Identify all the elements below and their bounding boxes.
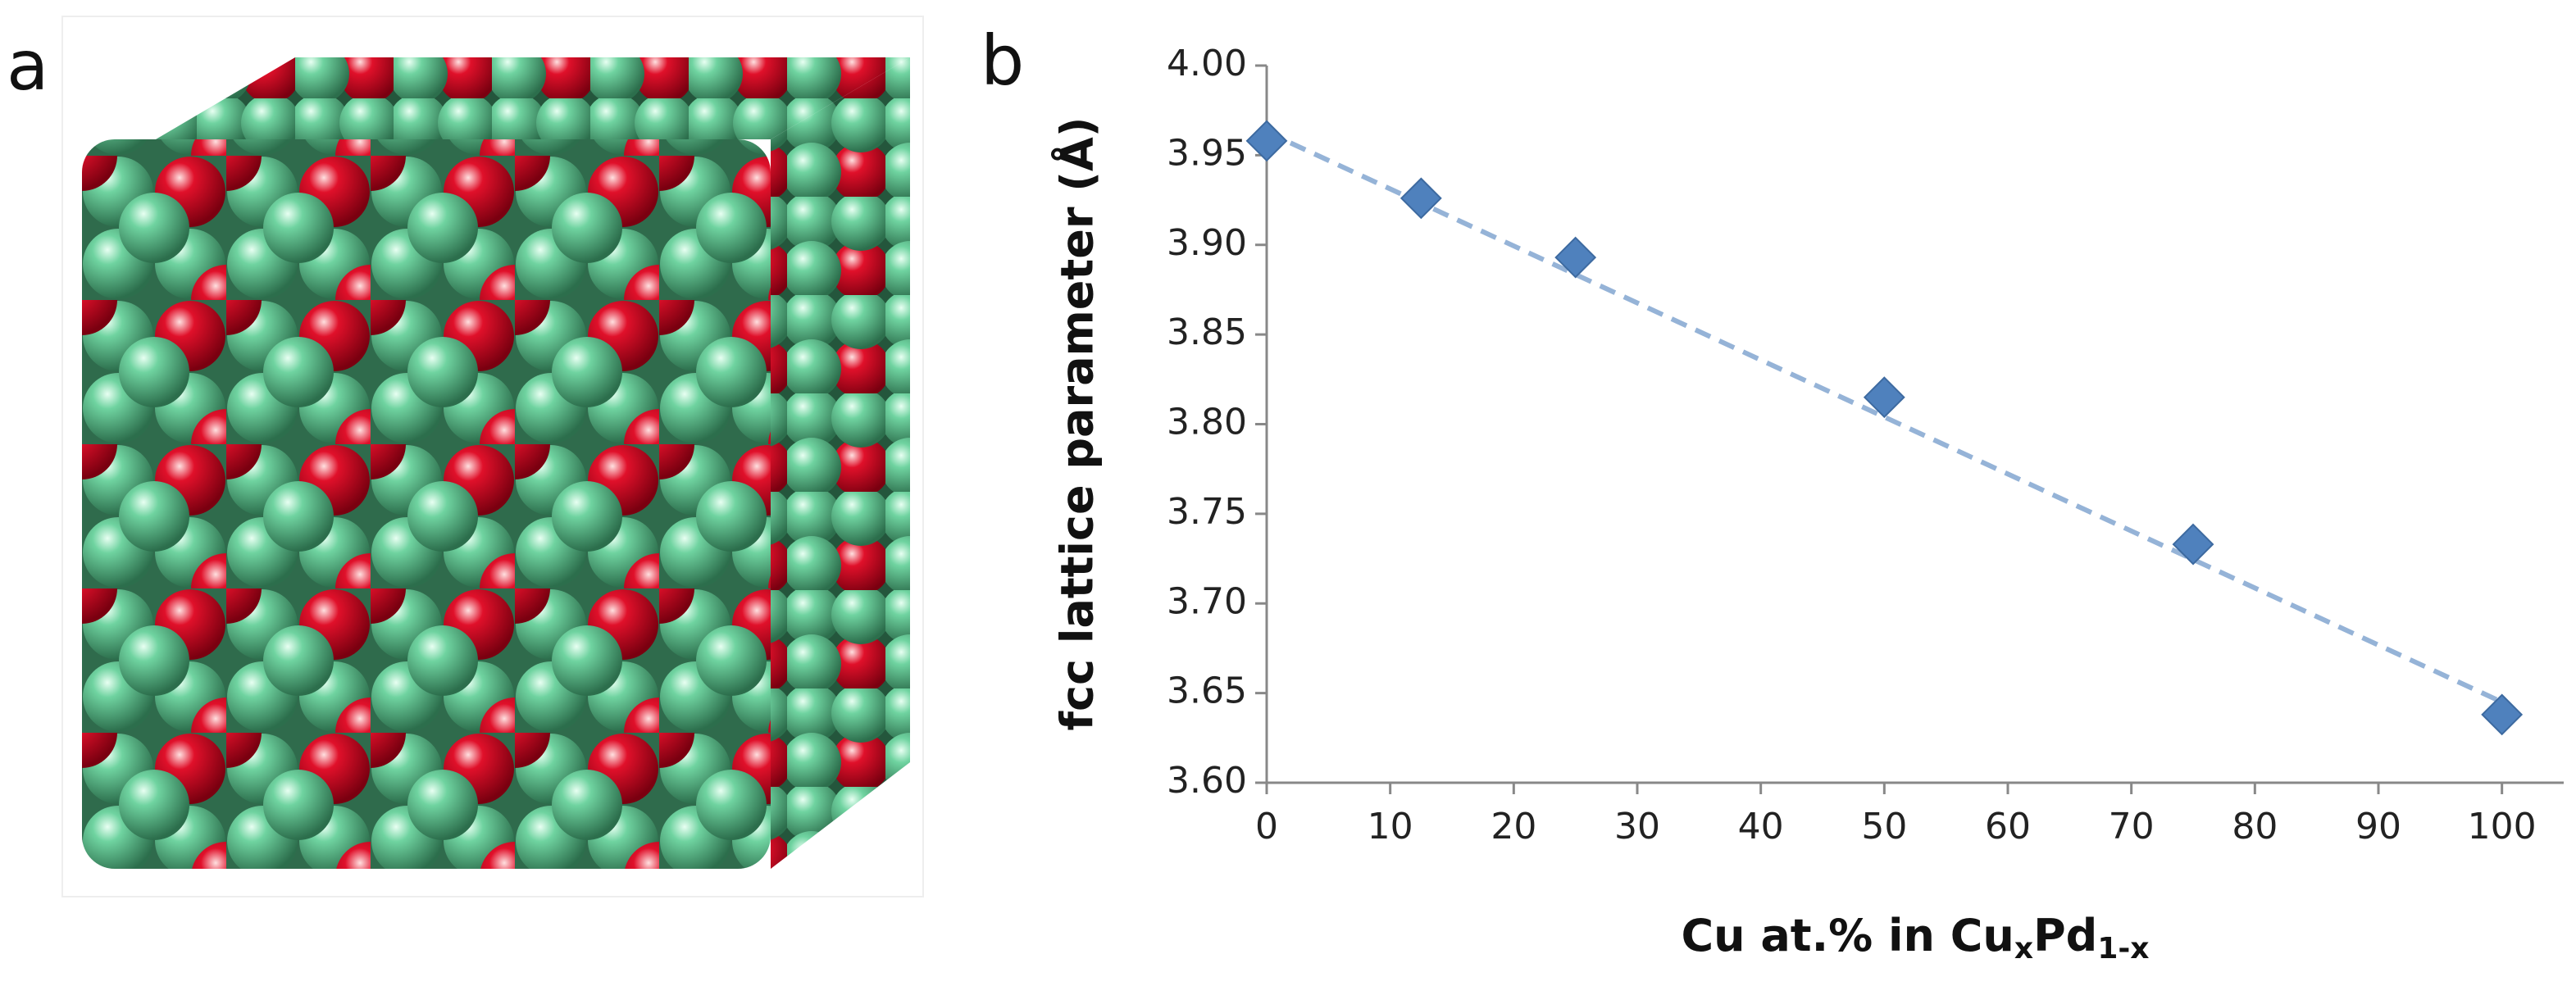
y-tick-label: 3.60 [1167,760,1247,802]
data-point [1400,177,1442,220]
x-tick-label: 10 [1368,806,1413,847]
data-point [1245,120,1288,162]
y-tick-label: 4.00 [1167,43,1247,84]
x-axis-label: Cu at.% in CuxPd1-x [1681,910,2149,966]
y-tick-label: 3.75 [1167,491,1247,533]
panel-b: b fcc lattice parameter (Å) Cu at.% in C… [981,20,2150,966]
x-tick-label: 70 [2109,806,2155,847]
y-tick-label: 3.90 [1167,222,1247,264]
x-axis-label-part: Pd [2033,910,2097,961]
x-tick-label: 40 [1738,806,1784,847]
trendline [1265,129,2503,705]
x-axis-label-part: Cu at.% in Cu [1681,910,2014,961]
panel-label: a [7,25,48,106]
x-tick-label: 100 [2468,806,2537,847]
y-tick-label: 3.85 [1167,311,1247,353]
x-tick-label: 50 [1861,806,1907,847]
x-tick-label: 30 [1614,806,1660,847]
panel-label: b [981,20,1024,101]
x-axis-label-subscript: 1-x [2097,932,2149,966]
x-tick-label: 80 [2232,806,2278,847]
y-axis-label: fcc lattice parameter (Å) [1052,117,1104,731]
x-tick-label: 90 [2355,806,2401,847]
panel-a: a [7,16,924,897]
y-tick-label: 3.80 [1167,402,1247,443]
y-tick-label: 3.65 [1167,670,1247,712]
cube-top [156,57,910,139]
cube-side [771,57,910,869]
x-tick-label: 60 [1985,806,2031,847]
data-point [1863,376,1905,419]
x-axis-label-subscript: x [2014,932,2033,966]
data-point [1554,236,1597,279]
data-point [2172,523,2214,566]
data-point [2481,693,2524,736]
panel-frame [61,16,924,897]
x-tick-label: 0 [1255,806,1278,847]
x-tick-label: 20 [1491,806,1536,847]
y-tick-label: 3.95 [1167,132,1247,174]
y-tick-label: 3.70 [1167,580,1247,622]
cube-front [82,139,771,869]
